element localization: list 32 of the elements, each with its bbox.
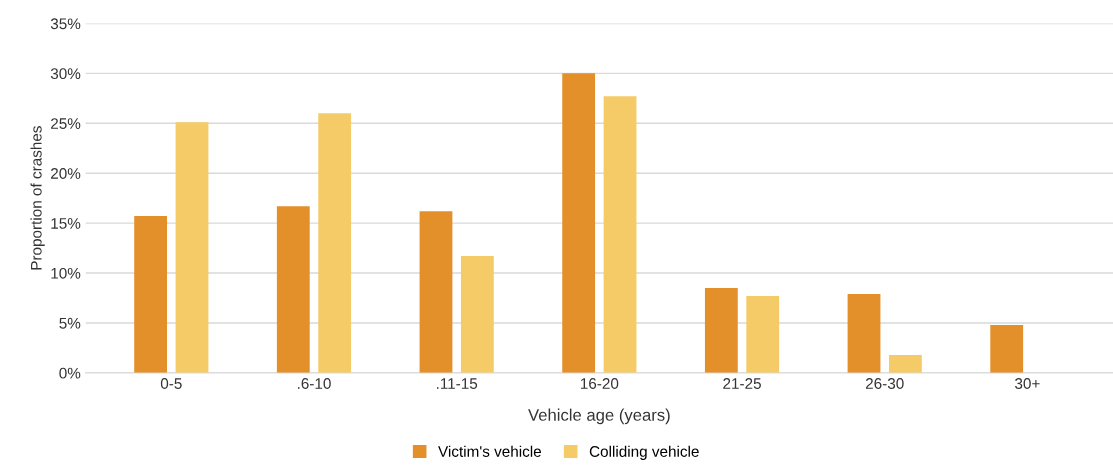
bar [704,288,738,373]
y-axis-title: Proportion of crashes [30,126,45,270]
x-tick-label: 21-25 [723,378,761,389]
bar [175,122,209,373]
bar [562,73,596,373]
y-tick-label: 5% [59,317,81,329]
x-tick-label: .6-10 [297,378,331,389]
y-tick-label: 35% [50,18,81,30]
bar [134,216,168,373]
x-axis-title: Vehicle age (years) [528,408,670,425]
y-tick-label: 20% [51,168,81,179]
y-tick-label: 10% [51,267,81,279]
x-tick-label: .11-15 [436,378,478,389]
y-tick-label: 15% [51,218,81,229]
legend-label: Colliding vehicle [589,445,699,460]
bar [276,206,310,373]
x-tick-label: 26-30 [865,378,904,389]
x-tick-label: 16-20 [580,378,619,389]
y-tick-label: 25% [51,118,81,129]
bar [603,96,637,373]
bar [460,256,494,373]
bar [746,295,780,373]
bar [847,293,881,373]
bar [888,354,922,373]
x-tick-label: 0-5 [160,378,182,389]
x-tick-label: 30+ [1015,378,1040,389]
y-tick-label: 0% [59,367,81,379]
bar [990,324,1024,373]
y-tick-label: 30% [50,68,81,80]
legend-label: Victim's vehicle [438,445,542,457]
bar [419,211,453,373]
bar [318,113,352,373]
